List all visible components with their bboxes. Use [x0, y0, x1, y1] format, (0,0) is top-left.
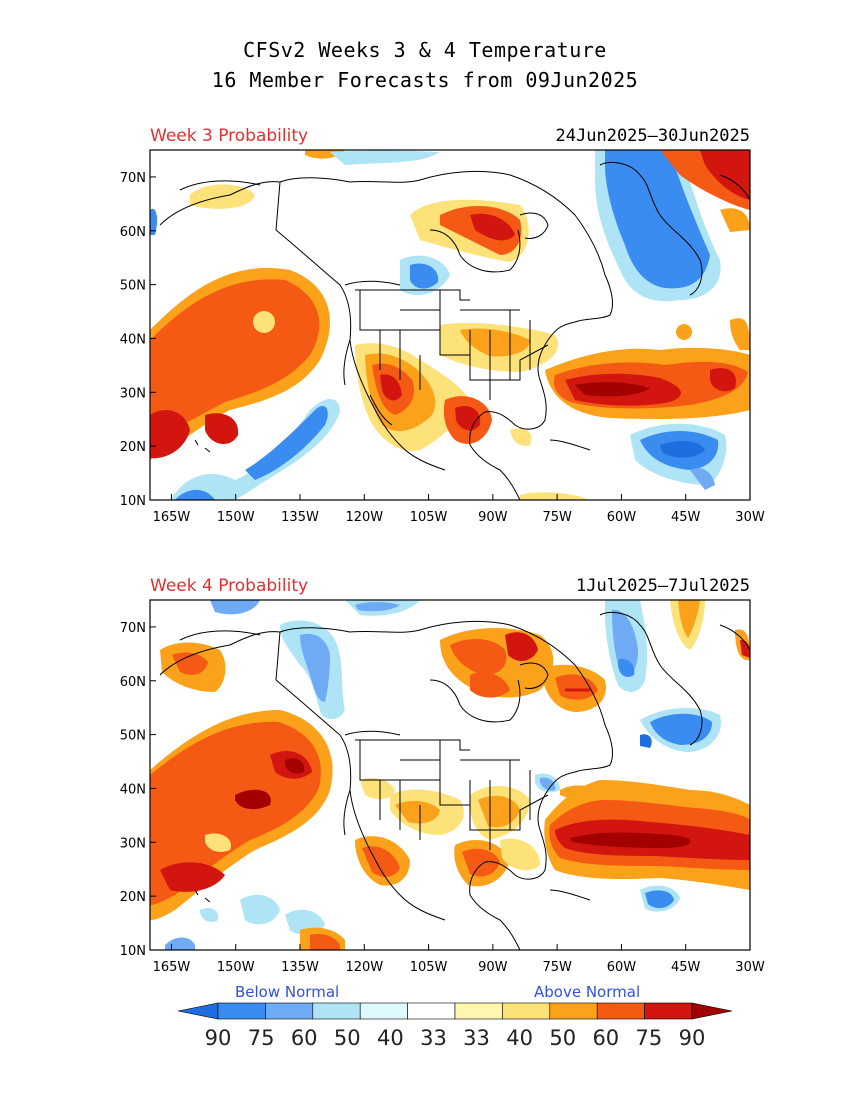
lon-tick-label: 135W	[281, 510, 319, 525]
chart-subtitle: 16 Member Forecasts from 09Jun2025	[211, 68, 639, 92]
below-normal-label: Below Normal	[235, 983, 340, 1001]
chart-title: CFSv2 Weeks 3 & 4 Temperature	[243, 38, 607, 62]
week3-map: 70N 60N 50N 40N 30N 20N 10N 165W 150W 135W 120W 105…	[120, 149, 765, 525]
lon-tick-label: 105W	[410, 960, 448, 975]
lon-tick-label: 135W	[281, 960, 319, 975]
lon-tick-label: 90W	[478, 510, 508, 525]
legend-value: 33	[463, 1026, 490, 1050]
lon-tick-label: 120W	[345, 960, 383, 975]
legend-value: 40	[377, 1026, 404, 1050]
legend-color-box	[596, 1002, 645, 1020]
lat-tick-label: 60N	[120, 225, 146, 240]
legend-color-box	[265, 1002, 314, 1020]
legend-value: 75	[248, 1026, 275, 1050]
week4-probability-shading	[150, 600, 750, 950]
lat-tick-label: 40N	[120, 782, 146, 797]
legend-color-box	[217, 1002, 266, 1020]
legend-color-box	[549, 1002, 598, 1020]
lat-tick-label: 20N	[120, 890, 146, 905]
week3-probability-shading	[150, 150, 750, 500]
lon-tick-label: 30W	[735, 960, 765, 975]
legend-color-box	[644, 1002, 693, 1020]
legend-value: 50	[549, 1026, 576, 1050]
lat-tick-label: 30N	[120, 386, 146, 401]
lon-tick-label: 30W	[735, 510, 765, 525]
lon-tick-label: 150W	[217, 510, 255, 525]
lat-tick-label: 30N	[120, 836, 146, 851]
week3-coastlines	[159, 162, 750, 500]
legend-value: 40	[506, 1026, 533, 1050]
legend-color-box	[502, 1002, 551, 1020]
lat-tick-label: 20N	[120, 440, 146, 455]
lat-tick-label: 70N	[120, 171, 146, 186]
lon-tick-label: 75W	[542, 510, 572, 525]
week4-panel-label: Week 4 Probability	[150, 576, 309, 596]
legend-value: 60	[291, 1026, 318, 1050]
legend-arrow-left	[177, 1002, 219, 1020]
lon-tick-label: 150W	[217, 960, 255, 975]
lat-tick-label: 10N	[120, 494, 146, 509]
legend-color-box	[359, 1002, 408, 1020]
legend-color-box	[312, 1002, 361, 1020]
lon-tick-label: 45W	[671, 960, 701, 975]
legend-color-box	[407, 1002, 456, 1020]
week3-axis-ticks: 70N 60N 50N 40N 30N 20N 10N 165W 150W 135W 120W 105…	[120, 171, 765, 525]
lon-tick-label: 60W	[607, 960, 637, 975]
legend-value: 75	[636, 1026, 663, 1050]
week3-date-range: 24Jun2025—30Jun2025	[555, 126, 750, 146]
lon-tick-label: 120W	[345, 510, 383, 525]
lon-tick-label: 45W	[671, 510, 701, 525]
legend-value: 60	[592, 1026, 619, 1050]
week4-axis-ticks: 70N 60N 50N 40N 30N 20N 10N 165W 150W 135W 120W 105…	[120, 621, 765, 975]
lon-tick-label: 165W	[153, 960, 191, 975]
week4-coastlines	[159, 612, 750, 950]
lat-tick-label: 60N	[120, 675, 146, 690]
lat-tick-label: 50N	[120, 729, 146, 744]
lon-tick-label: 60W	[607, 510, 637, 525]
week3-frame	[149, 149, 751, 501]
lon-tick-label: 90W	[478, 960, 508, 975]
legend-color-box	[454, 1002, 503, 1020]
above-normal-label: Above Normal	[534, 983, 641, 1001]
lat-tick-label: 50N	[120, 279, 146, 294]
legend-value: 50	[334, 1026, 361, 1050]
legend-value: 90	[205, 1026, 232, 1050]
week3-panel-label: Week 3 Probability	[150, 126, 309, 146]
week4-frame	[149, 599, 751, 951]
lon-tick-label: 165W	[153, 510, 191, 525]
legend-value: 90	[679, 1026, 706, 1050]
week4-map: 70N 60N 50N 40N 30N 20N 10N 165W 150W 135W 120W 105…	[120, 599, 765, 975]
lon-tick-label: 75W	[542, 960, 572, 975]
lat-tick-label: 70N	[120, 621, 146, 636]
probability-legend: 90 75 60 50 40 33 33 40 50 60 75 90	[177, 1002, 733, 1050]
lat-tick-label: 40N	[120, 332, 146, 347]
lon-tick-label: 105W	[410, 510, 448, 525]
legend-value: 33	[420, 1026, 447, 1050]
legend-arrow-right	[691, 1002, 733, 1020]
week4-date-range: 1Jul2025—7Jul2025	[576, 576, 750, 596]
lat-tick-label: 10N	[120, 944, 146, 959]
